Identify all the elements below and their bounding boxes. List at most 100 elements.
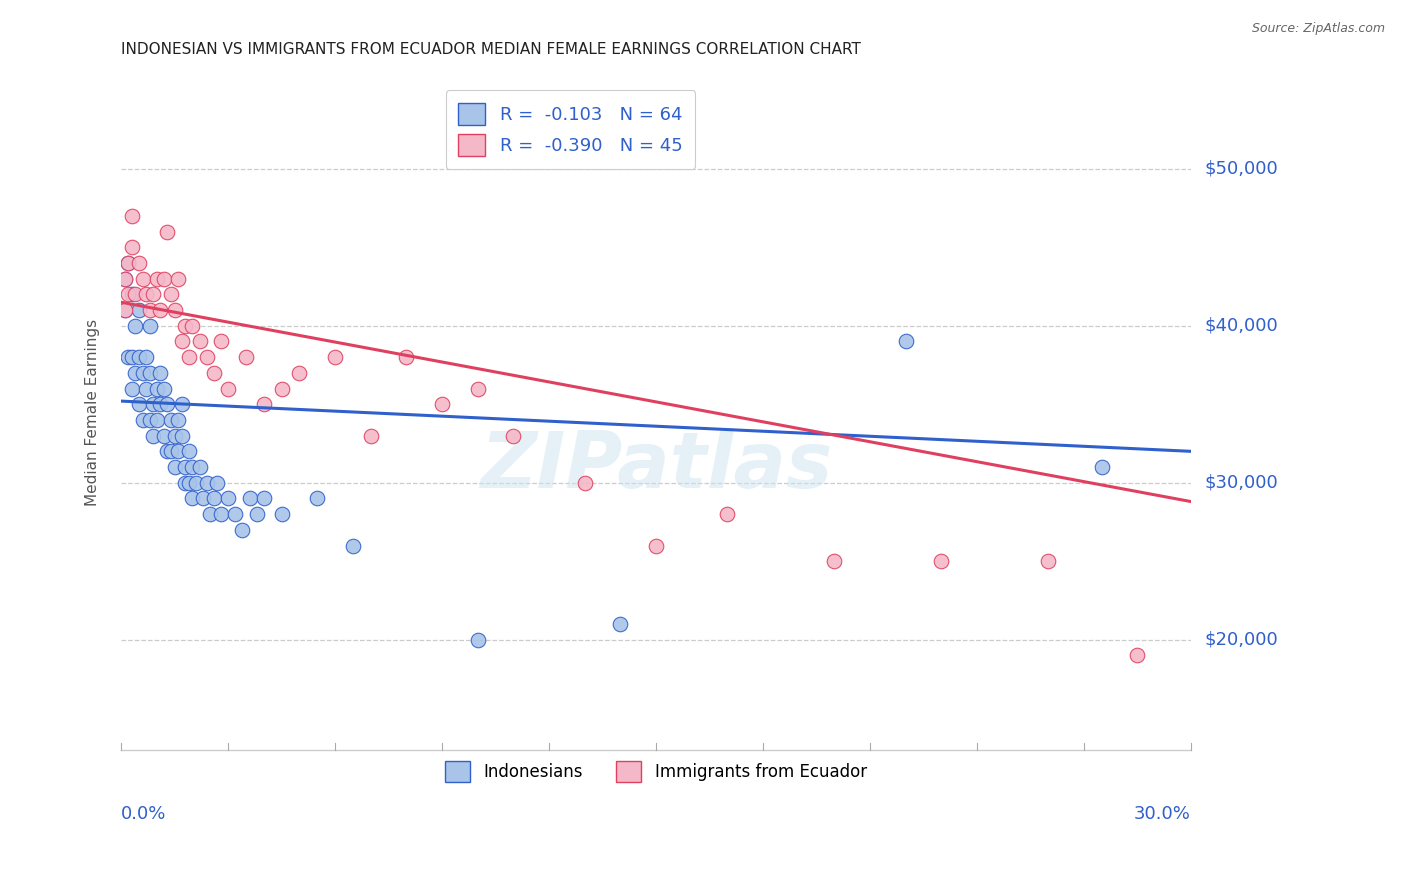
- Point: [163, 428, 186, 442]
- Point: [188, 334, 211, 349]
- Point: [135, 287, 157, 301]
- Point: [121, 287, 143, 301]
- Text: INDONESIAN VS IMMIGRANTS FROM ECUADOR MEDIAN FEMALE EARNINGS CORRELATION CHART: INDONESIAN VS IMMIGRANTS FROM ECUADOR ME…: [121, 42, 860, 57]
- Point: [174, 460, 197, 475]
- Point: [156, 225, 179, 239]
- Point: [146, 382, 169, 396]
- Point: [191, 491, 214, 506]
- Text: $50,000: $50,000: [1205, 160, 1278, 178]
- Point: [128, 303, 150, 318]
- Text: $30,000: $30,000: [1205, 474, 1278, 491]
- Point: [716, 507, 738, 521]
- Point: [128, 350, 150, 364]
- Point: [231, 523, 253, 537]
- Point: [156, 444, 179, 458]
- Point: [609, 617, 631, 632]
- Point: [342, 539, 364, 553]
- Point: [270, 507, 292, 521]
- Point: [174, 475, 197, 490]
- Point: [177, 444, 200, 458]
- Point: [117, 287, 139, 301]
- Point: [149, 303, 172, 318]
- Point: [188, 460, 211, 475]
- Point: [153, 382, 176, 396]
- Point: [142, 287, 165, 301]
- Text: 0.0%: 0.0%: [121, 805, 166, 822]
- Point: [360, 428, 382, 442]
- Point: [167, 444, 190, 458]
- Point: [170, 428, 193, 442]
- Legend: Indonesians, Immigrants from Ecuador: Indonesians, Immigrants from Ecuador: [439, 755, 873, 789]
- Point: [395, 350, 418, 364]
- Point: [117, 256, 139, 270]
- Point: [163, 303, 186, 318]
- Point: [574, 475, 596, 490]
- Point: [138, 303, 160, 318]
- Point: [195, 350, 218, 364]
- Point: [177, 350, 200, 364]
- Point: [177, 475, 200, 490]
- Point: [114, 303, 136, 318]
- Point: [146, 413, 169, 427]
- Point: [128, 256, 150, 270]
- Point: [645, 539, 668, 553]
- Text: $40,000: $40,000: [1205, 317, 1278, 334]
- Text: Source: ZipAtlas.com: Source: ZipAtlas.com: [1251, 22, 1385, 36]
- Point: [138, 413, 160, 427]
- Point: [160, 287, 183, 301]
- Point: [307, 491, 329, 506]
- Point: [1038, 554, 1060, 568]
- Point: [430, 397, 453, 411]
- Point: [124, 318, 146, 333]
- Point: [288, 366, 311, 380]
- Point: [170, 334, 193, 349]
- Point: [114, 303, 136, 318]
- Point: [128, 397, 150, 411]
- Point: [174, 318, 197, 333]
- Point: [253, 491, 276, 506]
- Point: [246, 507, 269, 521]
- Point: [121, 382, 143, 396]
- Point: [142, 428, 165, 442]
- Point: [142, 397, 165, 411]
- Point: [163, 460, 186, 475]
- Point: [156, 397, 179, 411]
- Point: [131, 413, 153, 427]
- Point: [270, 382, 292, 396]
- Text: 30.0%: 30.0%: [1135, 805, 1191, 822]
- Point: [149, 366, 172, 380]
- Point: [117, 256, 139, 270]
- Point: [124, 287, 146, 301]
- Y-axis label: Median Female Earnings: Median Female Earnings: [86, 318, 100, 506]
- Point: [1091, 460, 1114, 475]
- Point: [124, 366, 146, 380]
- Point: [121, 240, 143, 254]
- Point: [181, 491, 204, 506]
- Point: [181, 460, 204, 475]
- Point: [167, 413, 190, 427]
- Point: [160, 444, 183, 458]
- Point: [121, 350, 143, 364]
- Point: [1126, 648, 1149, 663]
- Point: [209, 507, 232, 521]
- Point: [135, 350, 157, 364]
- Point: [114, 271, 136, 285]
- Point: [467, 382, 489, 396]
- Point: [146, 271, 169, 285]
- Point: [153, 428, 176, 442]
- Point: [202, 366, 225, 380]
- Point: [217, 491, 239, 506]
- Text: ZIPatlas: ZIPatlas: [479, 428, 832, 504]
- Point: [238, 491, 260, 506]
- Point: [170, 397, 193, 411]
- Point: [117, 350, 139, 364]
- Point: [138, 318, 160, 333]
- Point: [160, 413, 183, 427]
- Point: [149, 397, 172, 411]
- Point: [135, 382, 157, 396]
- Point: [894, 334, 917, 349]
- Point: [200, 507, 222, 521]
- Point: [217, 382, 239, 396]
- Point: [184, 475, 207, 490]
- Point: [209, 334, 232, 349]
